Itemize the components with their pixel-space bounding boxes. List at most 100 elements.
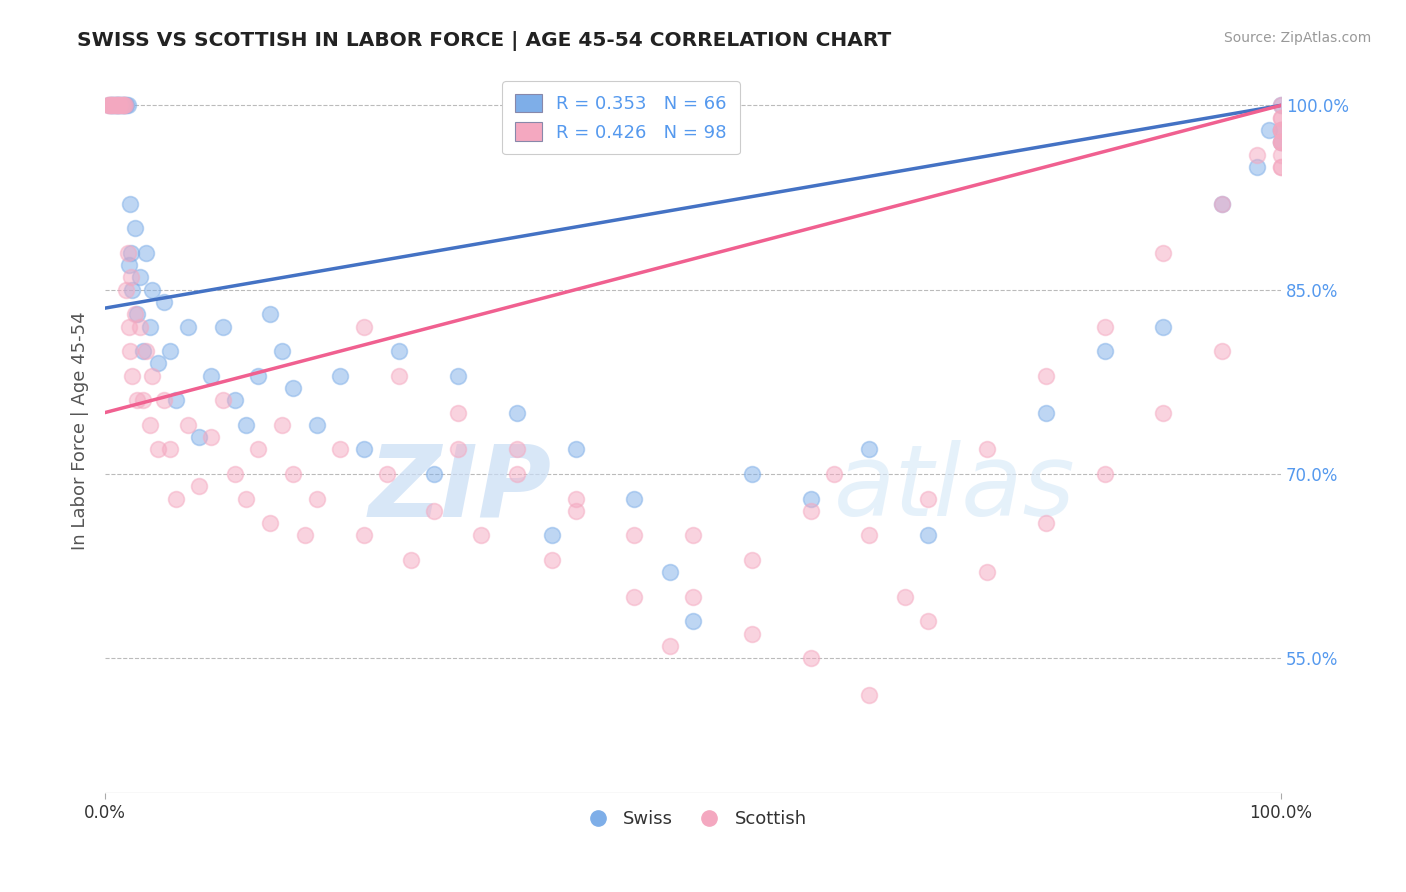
Point [506,467,529,481]
Point [658,639,681,653]
Point [139,417,162,432]
Point [623,590,645,604]
Point [188,479,211,493]
Point [800,504,823,518]
Point [470,528,492,542]
Point [623,528,645,542]
Point [115,98,138,112]
Point [118,258,141,272]
Point [108,98,131,112]
Point [447,405,470,419]
Point [800,491,823,506]
Point [329,442,352,457]
Point [117,245,139,260]
Point [305,491,328,506]
Point [111,98,134,112]
Point [129,319,152,334]
Point [1035,405,1057,419]
Point [388,344,411,359]
Point [235,491,257,506]
Point [1094,344,1116,359]
Point [101,98,124,112]
Point [1270,135,1292,149]
Point [1270,98,1292,112]
Point [1270,123,1292,137]
Legend: Swiss, Scottish: Swiss, Scottish [572,803,814,835]
Point [270,417,292,432]
Point [115,283,138,297]
Point [1258,123,1281,137]
Text: ZIP: ZIP [368,441,553,537]
Point [112,98,135,112]
Point [976,442,998,457]
Point [118,196,141,211]
Point [1152,405,1174,419]
Point [329,368,352,383]
Point [1270,147,1292,161]
Point [976,565,998,579]
Text: Source: ZipAtlas.com: Source: ZipAtlas.com [1223,31,1371,45]
Y-axis label: In Labor Force | Age 45-54: In Labor Force | Age 45-54 [72,311,89,550]
Point [100,98,122,112]
Point [111,98,134,112]
Text: atlas: atlas [834,441,1076,537]
Point [858,688,880,702]
Point [247,368,270,383]
Point [104,98,127,112]
Point [107,98,129,112]
Point [1246,147,1268,161]
Point [188,430,211,444]
Point [141,283,163,297]
Point [135,245,157,260]
Point [97,98,120,112]
Point [200,430,222,444]
Point [917,528,939,542]
Point [1270,160,1292,174]
Point [682,528,704,542]
Point [259,307,281,321]
Point [283,467,305,481]
Point [153,393,176,408]
Point [105,98,128,112]
Point [124,221,146,235]
Point [165,393,187,408]
Point [447,368,470,383]
Point [103,98,125,112]
Point [110,98,132,112]
Point [120,245,142,260]
Point [104,98,127,112]
Point [741,467,763,481]
Point [377,467,399,481]
Point [623,491,645,506]
Point [1270,135,1292,149]
Point [1211,196,1233,211]
Point [305,417,328,432]
Point [211,393,233,408]
Point [823,467,845,481]
Point [1270,123,1292,137]
Point [132,344,155,359]
Point [1270,123,1292,137]
Point [176,319,198,334]
Point [104,98,127,112]
Point [121,368,143,383]
Point [118,344,141,359]
Point [1270,160,1292,174]
Point [165,491,187,506]
Point [224,393,246,408]
Point [388,368,411,383]
Point [1270,135,1292,149]
Point [97,98,120,112]
Point [124,307,146,321]
Point [125,307,148,321]
Point [135,344,157,359]
Point [114,98,136,112]
Point [858,442,880,457]
Point [132,393,155,408]
Point [1211,344,1233,359]
Point [125,393,148,408]
Point [1094,319,1116,334]
Point [741,626,763,640]
Point [200,368,222,383]
Point [121,283,143,297]
